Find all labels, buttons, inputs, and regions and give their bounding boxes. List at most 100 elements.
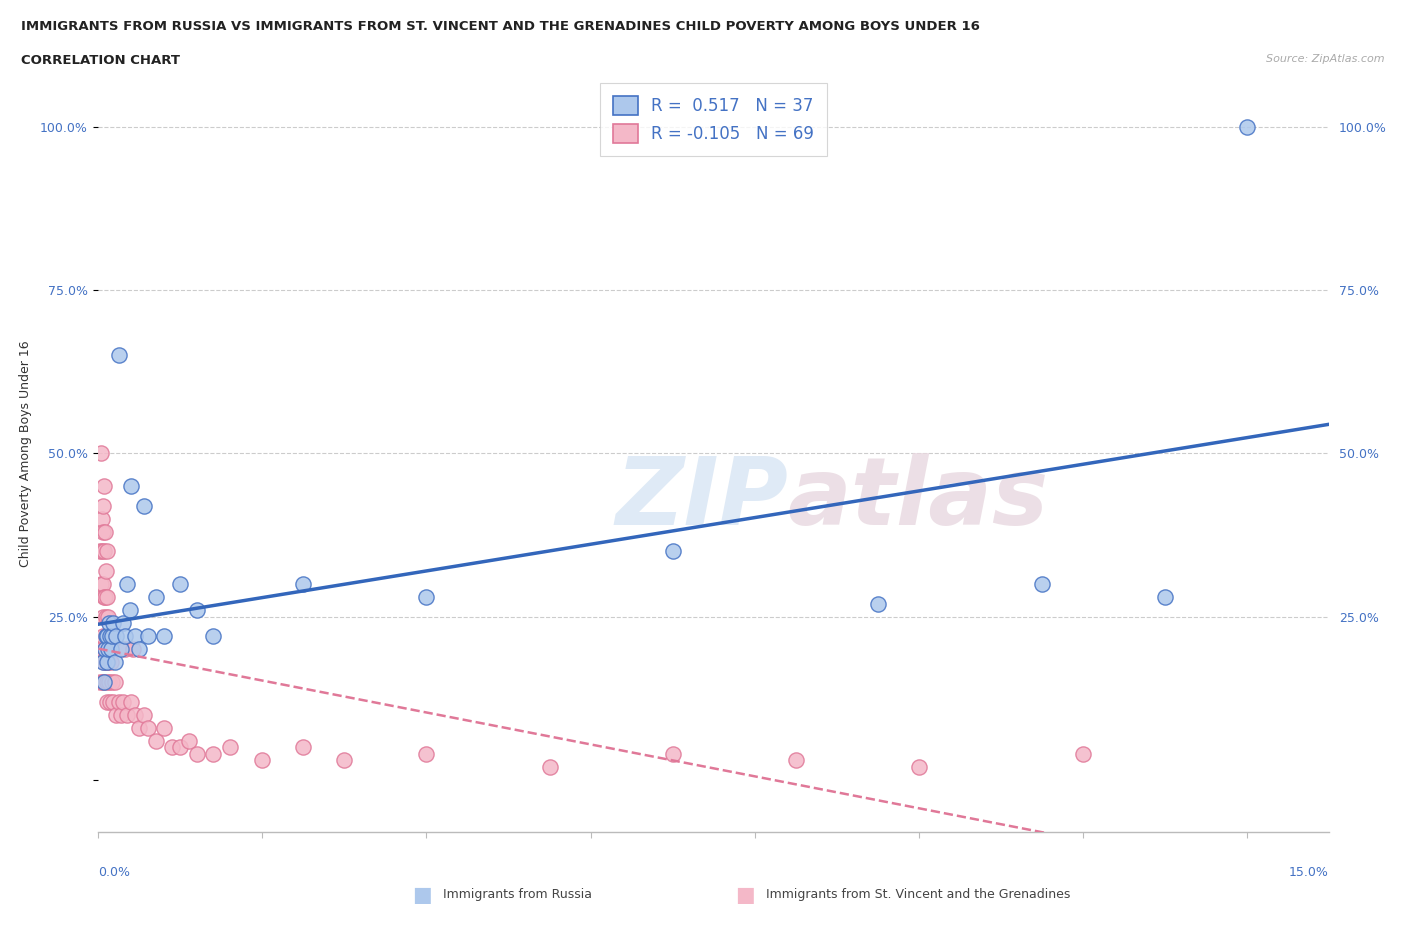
Text: Source: ZipAtlas.com: Source: ZipAtlas.com	[1267, 54, 1385, 64]
Point	[90, 642, 112, 657]
Point	[94, 609, 117, 624]
Point	[89, 674, 111, 689]
Legend: R =  0.517   N = 37, R = -0.105   N = 69: R = 0.517 N = 37, R = -0.105 N = 69	[599, 83, 828, 156]
Point	[94, 590, 117, 604]
Point	[112, 616, 135, 631]
Point	[90, 577, 112, 591]
Point	[120, 694, 142, 709]
Point	[538, 760, 561, 775]
Point	[169, 577, 191, 591]
Point	[785, 753, 807, 768]
Point	[120, 479, 142, 494]
Point	[124, 629, 146, 644]
Point	[96, 694, 118, 709]
Text: ■: ■	[412, 884, 432, 905]
Point	[96, 655, 118, 670]
Point	[177, 734, 200, 749]
Point	[98, 674, 121, 689]
Point	[104, 655, 127, 670]
Point	[93, 674, 115, 689]
Y-axis label: Child Poverty Among Boys Under 16: Child Poverty Among Boys Under 16	[18, 340, 32, 566]
Point	[132, 498, 155, 513]
Text: 0.0%: 0.0%	[98, 867, 131, 880]
Point	[136, 629, 159, 644]
Text: atlas: atlas	[787, 453, 1049, 545]
Point	[94, 525, 117, 539]
Point	[94, 629, 117, 644]
Point	[96, 629, 118, 644]
Text: 15.0%: 15.0%	[1289, 867, 1329, 880]
Point	[202, 629, 225, 644]
Point	[103, 694, 125, 709]
Point	[333, 753, 356, 768]
Point	[115, 577, 138, 591]
Text: Immigrants from St. Vincent and the Grenadines: Immigrants from St. Vincent and the Gren…	[766, 888, 1070, 901]
Point	[97, 655, 120, 670]
Point	[96, 655, 118, 670]
Point	[124, 708, 146, 723]
Point	[91, 609, 114, 624]
Point	[94, 642, 117, 657]
Point	[1236, 119, 1258, 134]
Point	[91, 525, 114, 539]
Point	[145, 734, 167, 749]
Point	[218, 740, 240, 755]
Point	[91, 655, 114, 670]
Point	[114, 629, 136, 644]
Point	[122, 642, 145, 657]
Point	[114, 642, 136, 657]
Point	[415, 590, 437, 604]
Point	[97, 642, 120, 657]
Point	[105, 629, 128, 644]
Point	[90, 512, 112, 526]
Point	[96, 590, 118, 604]
Point	[866, 596, 889, 611]
Point	[104, 674, 127, 689]
Point	[98, 694, 121, 709]
Point	[93, 590, 115, 604]
Point	[103, 616, 125, 631]
Text: Immigrants from Russia: Immigrants from Russia	[443, 888, 592, 901]
Point	[94, 564, 117, 578]
Point	[169, 740, 191, 755]
Point	[100, 642, 122, 657]
Point	[162, 740, 183, 755]
Point	[96, 674, 118, 689]
Point	[90, 544, 112, 559]
Point	[145, 590, 167, 604]
Point	[90, 642, 112, 657]
Point	[98, 616, 121, 631]
Point	[93, 674, 115, 689]
Point	[1071, 747, 1094, 762]
Point	[93, 479, 115, 494]
Text: IMMIGRANTS FROM RUSSIA VS IMMIGRANTS FROM ST. VINCENT AND THE GRENADINES CHILD P: IMMIGRANTS FROM RUSSIA VS IMMIGRANTS FRO…	[21, 20, 980, 33]
Point	[93, 577, 115, 591]
Point	[94, 655, 117, 670]
Point	[907, 760, 929, 775]
Point	[94, 642, 117, 657]
Point	[100, 629, 122, 644]
Point	[415, 747, 437, 762]
Text: ■: ■	[735, 884, 755, 905]
Point	[128, 642, 150, 657]
Point	[186, 603, 208, 618]
Text: ZIP: ZIP	[616, 453, 787, 545]
Point	[100, 674, 122, 689]
Point	[186, 747, 208, 762]
Point	[98, 629, 121, 644]
Point	[202, 747, 225, 762]
Point	[115, 708, 138, 723]
Point	[96, 544, 118, 559]
Point	[1031, 577, 1053, 591]
Point	[100, 655, 122, 670]
Point	[108, 694, 131, 709]
Point	[153, 721, 176, 736]
Text: CORRELATION CHART: CORRELATION CHART	[21, 54, 180, 67]
Point	[96, 629, 118, 644]
Point	[89, 642, 111, 657]
Point	[93, 498, 115, 513]
Point	[93, 629, 115, 644]
Point	[661, 747, 683, 762]
Point	[128, 721, 150, 736]
Point	[661, 544, 683, 559]
